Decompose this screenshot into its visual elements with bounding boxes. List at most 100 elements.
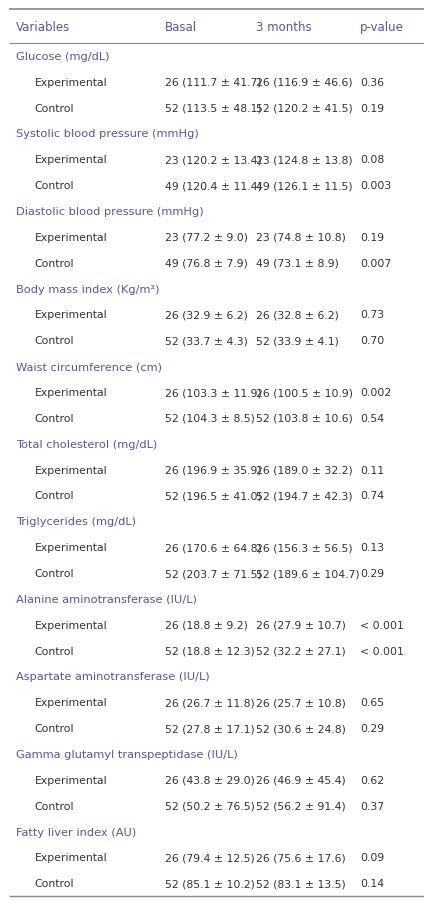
Text: 0.37: 0.37 — [360, 802, 384, 812]
Text: 52 (18.8 ± 12.3): 52 (18.8 ± 12.3) — [165, 646, 254, 657]
Text: Aspartate aminotransferase (IU/L): Aspartate aminotransferase (IU/L) — [16, 672, 210, 682]
Text: 52 (27.8 ± 17.1): 52 (27.8 ± 17.1) — [165, 724, 254, 734]
Text: p-value: p-value — [360, 21, 404, 34]
Text: 26 (32.8 ± 6.2): 26 (32.8 ± 6.2) — [256, 310, 339, 320]
Text: 52 (30.6 ± 24.8): 52 (30.6 ± 24.8) — [256, 724, 346, 734]
Text: Experimental: Experimental — [35, 699, 107, 709]
Text: < 0.001: < 0.001 — [360, 621, 404, 631]
Text: 0.62: 0.62 — [360, 776, 384, 786]
Text: 0.19: 0.19 — [360, 233, 384, 243]
Text: 26 (46.9 ± 45.4): 26 (46.9 ± 45.4) — [256, 776, 346, 786]
Text: 52 (113.5 ± 48.1): 52 (113.5 ± 48.1) — [165, 103, 261, 113]
Text: 0.73: 0.73 — [360, 310, 384, 320]
Text: 0.11: 0.11 — [360, 465, 384, 476]
Text: 49 (73.1 ± 8.9): 49 (73.1 ± 8.9) — [256, 259, 339, 269]
Text: 0.54: 0.54 — [360, 414, 384, 424]
Text: 52 (56.2 ± 91.4): 52 (56.2 ± 91.4) — [256, 802, 346, 812]
Text: Control: Control — [35, 802, 74, 812]
Text: Control: Control — [35, 880, 74, 890]
Text: 26 (189.0 ± 32.2): 26 (189.0 ± 32.2) — [256, 465, 353, 476]
Text: 26 (27.9 ± 10.7): 26 (27.9 ± 10.7) — [256, 621, 346, 631]
Text: Experimental: Experimental — [35, 621, 107, 631]
Text: 0.08: 0.08 — [360, 156, 384, 166]
Text: 52 (189.6 ± 104.7): 52 (189.6 ± 104.7) — [256, 569, 360, 579]
Text: 52 (50.2 ± 76.5): 52 (50.2 ± 76.5) — [165, 802, 255, 812]
Text: 0.007: 0.007 — [360, 259, 391, 269]
Text: 0.14: 0.14 — [360, 880, 384, 890]
Text: 26 (100.5 ± 10.9): 26 (100.5 ± 10.9) — [256, 388, 353, 398]
Text: 49 (126.1 ± 11.5): 49 (126.1 ± 11.5) — [256, 181, 352, 191]
Text: 52 (85.1 ± 10.2): 52 (85.1 ± 10.2) — [165, 880, 255, 890]
Text: Control: Control — [35, 414, 74, 424]
Text: 0.09: 0.09 — [360, 853, 384, 863]
Text: Experimental: Experimental — [35, 853, 107, 863]
Text: 26 (170.6 ± 64.8): 26 (170.6 ± 64.8) — [165, 543, 261, 553]
Text: Control: Control — [35, 646, 74, 657]
Text: 26 (18.8 ± 9.2): 26 (18.8 ± 9.2) — [165, 621, 247, 631]
Text: Waist circumference (cm): Waist circumference (cm) — [16, 362, 162, 372]
Text: 52 (83.1 ± 13.5): 52 (83.1 ± 13.5) — [256, 880, 346, 890]
Text: Body mass index (Kg/m²): Body mass index (Kg/m²) — [16, 284, 160, 295]
Text: 52 (104.3 ± 8.5): 52 (104.3 ± 8.5) — [165, 414, 255, 424]
Text: 26 (43.8 ± 29.0): 26 (43.8 ± 29.0) — [165, 776, 255, 786]
Text: Control: Control — [35, 181, 74, 191]
Text: 23 (74.8 ± 10.8): 23 (74.8 ± 10.8) — [256, 233, 346, 243]
Text: Experimental: Experimental — [35, 233, 107, 243]
Text: 23 (124.8 ± 13.8): 23 (124.8 ± 13.8) — [256, 156, 352, 166]
Text: 0.36: 0.36 — [360, 78, 384, 88]
Text: Control: Control — [35, 259, 74, 269]
Text: 52 (33.9 ± 4.1): 52 (33.9 ± 4.1) — [256, 337, 339, 347]
Text: 26 (25.7 ± 10.8): 26 (25.7 ± 10.8) — [256, 699, 346, 709]
Text: 26 (103.3 ± 11.9): 26 (103.3 ± 11.9) — [165, 388, 261, 398]
Text: 49 (120.4 ± 11.4): 49 (120.4 ± 11.4) — [165, 181, 261, 191]
Text: Diastolic blood pressure (mmHg): Diastolic blood pressure (mmHg) — [16, 207, 204, 217]
Text: 52 (120.2 ± 41.5): 52 (120.2 ± 41.5) — [256, 103, 353, 113]
Text: Control: Control — [35, 337, 74, 347]
Text: Total cholesterol (mg/dL): Total cholesterol (mg/dL) — [16, 440, 157, 450]
Text: Gamma glutamyl transpeptidase (IU/L): Gamma glutamyl transpeptidase (IU/L) — [16, 750, 238, 760]
Text: 26 (75.6 ± 17.6): 26 (75.6 ± 17.6) — [256, 853, 346, 863]
Text: 52 (32.2 ± 27.1): 52 (32.2 ± 27.1) — [256, 646, 346, 657]
Text: 0.70: 0.70 — [360, 337, 384, 347]
Text: Glucose (mg/dL): Glucose (mg/dL) — [16, 52, 110, 62]
Text: Experimental: Experimental — [35, 465, 107, 476]
Text: 0.29: 0.29 — [360, 569, 384, 579]
Text: 26 (32.9 ± 6.2): 26 (32.9 ± 6.2) — [165, 310, 247, 320]
Text: Control: Control — [35, 103, 74, 113]
Text: Fatty liver index (AU): Fatty liver index (AU) — [16, 828, 136, 838]
Text: 26 (196.9 ± 35.9): 26 (196.9 ± 35.9) — [165, 465, 261, 476]
Text: 49 (76.8 ± 7.9): 49 (76.8 ± 7.9) — [165, 259, 247, 269]
Text: Alanine aminotransferase (IU/L): Alanine aminotransferase (IU/L) — [16, 595, 197, 605]
Text: 0.002: 0.002 — [360, 388, 391, 398]
Text: 26 (116.9 ± 46.6): 26 (116.9 ± 46.6) — [256, 78, 352, 88]
Text: Experimental: Experimental — [35, 78, 107, 88]
Text: Experimental: Experimental — [35, 310, 107, 320]
Text: 52 (203.7 ± 71.5): 52 (203.7 ± 71.5) — [165, 569, 261, 579]
Text: 26 (156.3 ± 56.5): 26 (156.3 ± 56.5) — [256, 543, 352, 553]
Text: 26 (111.7 ± 41.7): 26 (111.7 ± 41.7) — [165, 78, 261, 88]
Text: < 0.001: < 0.001 — [360, 646, 404, 657]
Text: Experimental: Experimental — [35, 388, 107, 398]
Text: 52 (103.8 ± 10.6): 52 (103.8 ± 10.6) — [256, 414, 353, 424]
Text: 52 (33.7 ± 4.3): 52 (33.7 ± 4.3) — [165, 337, 247, 347]
Text: 0.19: 0.19 — [360, 103, 384, 113]
Text: Control: Control — [35, 724, 74, 734]
Text: 0.65: 0.65 — [360, 699, 384, 709]
Text: Basal: Basal — [165, 21, 197, 34]
Text: Variables: Variables — [16, 21, 71, 34]
Text: Control: Control — [35, 491, 74, 501]
Text: Systolic blood pressure (mmHg): Systolic blood pressure (mmHg) — [16, 129, 199, 139]
Text: 23 (120.2 ± 13.4): 23 (120.2 ± 13.4) — [165, 156, 261, 166]
Text: 26 (26.7 ± 11.8): 26 (26.7 ± 11.8) — [165, 699, 254, 709]
Text: 23 (77.2 ± 9.0): 23 (77.2 ± 9.0) — [165, 233, 248, 243]
Text: Triglycerides (mg/dL): Triglycerides (mg/dL) — [16, 518, 136, 528]
Text: Experimental: Experimental — [35, 776, 107, 786]
Text: 26 (79.4 ± 12.5): 26 (79.4 ± 12.5) — [165, 853, 254, 863]
Text: 52 (196.5 ± 41.0): 52 (196.5 ± 41.0) — [165, 491, 261, 501]
Text: 3 months: 3 months — [256, 21, 312, 34]
Text: Control: Control — [35, 569, 74, 579]
Text: Experimental: Experimental — [35, 543, 107, 553]
Text: 0.13: 0.13 — [360, 543, 384, 553]
Text: 0.74: 0.74 — [360, 491, 384, 501]
Text: Experimental: Experimental — [35, 156, 107, 166]
